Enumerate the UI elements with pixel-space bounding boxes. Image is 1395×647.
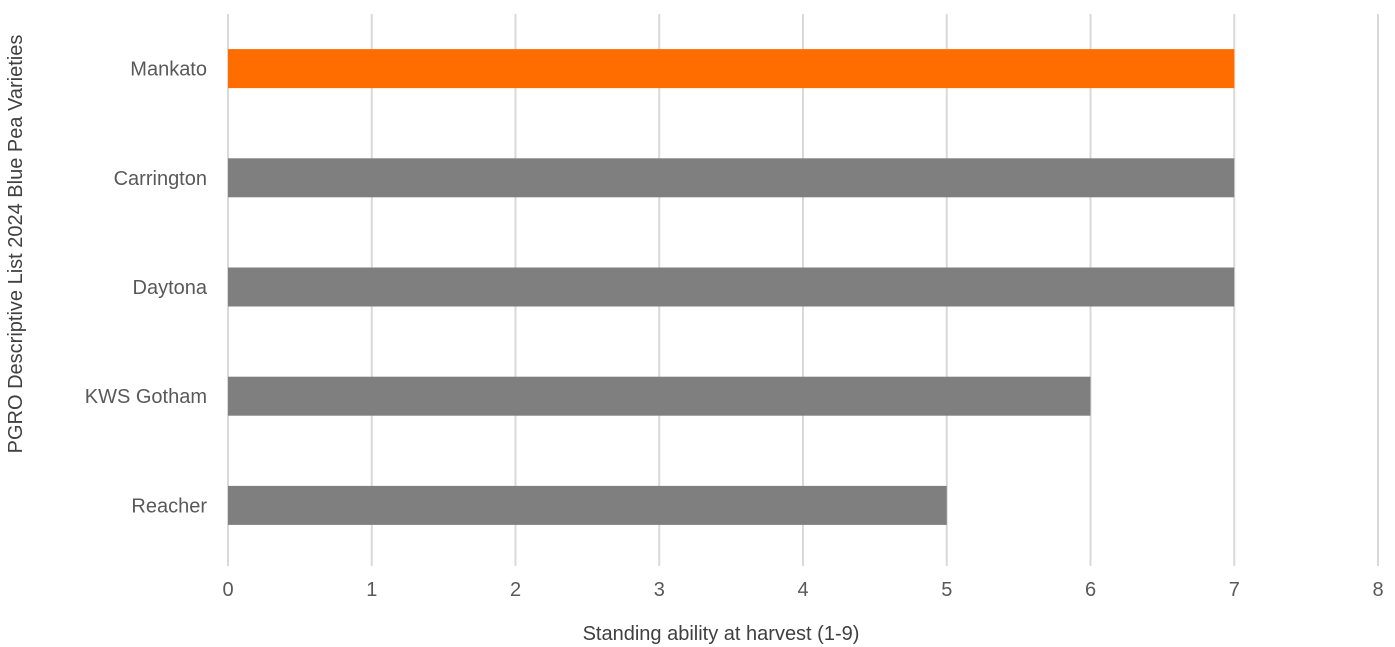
y-axis-title: PGRO Descriptive List 2024 Blue Pea Vari… bbox=[5, 35, 27, 454]
bar-daytona bbox=[228, 267, 1235, 307]
bar-kws-gotham bbox=[228, 376, 1091, 416]
x-tick-label: 4 bbox=[797, 579, 808, 601]
x-tick-labels: 0 1 2 3 4 5 6 7 8 bbox=[222, 579, 1383, 601]
category-label: Carrington bbox=[114, 168, 207, 190]
x-tick-label: 6 bbox=[1085, 579, 1096, 601]
category-label: Mankato bbox=[130, 59, 207, 81]
x-tick-label: 0 bbox=[222, 579, 233, 601]
bars bbox=[228, 49, 1235, 525]
bar-carrington bbox=[228, 158, 1235, 198]
category-label: Daytona bbox=[133, 277, 208, 299]
x-tick-label: 3 bbox=[654, 579, 665, 601]
bar-mankato bbox=[228, 49, 1235, 89]
x-axis-title: Standing ability at harvest (1-9) bbox=[583, 623, 860, 645]
category-labels: Mankato Carrington Daytona KWS Gotham Reache… bbox=[85, 59, 208, 518]
x-tick-label: 1 bbox=[366, 579, 377, 601]
x-tick-label: 5 bbox=[941, 579, 952, 601]
category-label: Reacher bbox=[131, 495, 207, 517]
bar-reacher bbox=[228, 485, 947, 525]
x-tick-label: 2 bbox=[510, 579, 521, 601]
x-tick-label: 7 bbox=[1229, 579, 1240, 601]
category-label: KWS Gotham bbox=[85, 386, 207, 408]
x-tick-label: 8 bbox=[1372, 579, 1383, 601]
